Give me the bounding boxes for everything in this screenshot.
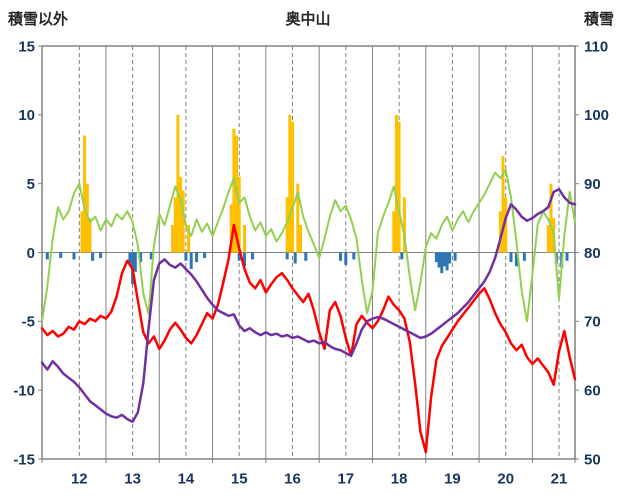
blue-bars [149,252,153,260]
blue-bars [522,252,526,261]
blue-bars [400,252,404,260]
orange-bars [397,121,401,253]
blue-bars [184,252,188,261]
left-axis-tick-label: 10 [18,107,35,124]
orange-bars [498,211,502,253]
blue-bars [304,252,308,261]
x-axis-label: 14 [178,470,195,487]
x-axis-label: 13 [124,470,141,487]
blue-bars [99,252,103,258]
blue-bars [434,252,438,263]
orange-bars [237,176,241,253]
orange-bars [187,225,191,253]
orange-bars [394,114,398,253]
right-axis-tick-label: 100 [584,107,609,124]
x-axis-label: 12 [71,470,88,487]
right-axis-tick-label: 110 [584,38,608,55]
x-axis-label: 15 [231,470,248,487]
right-axis-tick-label: 60 [584,382,601,399]
left-axis-tick-label: 0 [27,245,35,262]
orange-bars [173,197,177,253]
left-axis-title: 積雪以外 [7,10,68,28]
orange-bars [392,211,396,253]
blue-bars [251,252,254,260]
purple-line [40,187,577,424]
left-axis-tick-label: -15 [13,451,35,468]
orange-bars [232,128,236,253]
orange-bars [299,225,302,253]
orange-bars [83,135,87,253]
x-axis-label: 20 [497,470,514,487]
blue-bars [352,252,356,260]
x-axis-label: 21 [551,470,568,487]
orange-bars [181,190,185,253]
left-axis-tick-label: 5 [27,176,35,193]
orange-bars [85,183,89,253]
blue-bars [565,252,569,261]
blue-bars [344,252,348,265]
blue-bars [442,252,446,267]
orange-bars [546,225,550,253]
x-axis-label: 17 [337,470,354,487]
orange-bars [229,204,233,253]
blue-bars [339,252,342,261]
x-axis-label: 18 [391,470,408,487]
orange-bars [179,176,183,253]
chart-title: 奥中山 [285,10,330,28]
orange-bars [296,183,300,253]
blue-bars [133,252,137,272]
x-axis-label: 19 [444,470,461,487]
right-axis-title: 積雪 [583,10,614,28]
left-axis-tick-label: -10 [13,382,35,399]
right-axis-tick-label: 50 [584,451,601,468]
blue-bars [440,252,444,274]
x-axis-label: 16 [284,470,301,487]
blue-bars [189,252,193,269]
blue-bars [509,252,513,263]
orange-bars [88,218,92,253]
orange-bars [176,114,180,253]
orange-bars [171,225,175,253]
blue-bars [514,252,518,267]
blue-bars [203,252,207,258]
blue-bars [128,252,132,264]
blue-bars [243,252,246,267]
orange-bars [80,211,84,253]
left-axis-tick-label: 15 [18,38,35,55]
green-line [41,168,576,323]
blue-bars [453,252,457,261]
blue-bars [59,252,63,258]
orange-bars [549,183,553,253]
blue-bars [448,252,452,264]
orange-bars [501,156,505,253]
orange-bars [288,114,292,253]
blue-bars [237,252,241,261]
orange-bars [402,197,406,253]
blue-bars [91,252,95,261]
blue-bars [45,252,49,260]
right-axis-tick-label: 70 [584,314,601,331]
orange-bars [504,197,508,253]
blue-bars [195,252,199,263]
blue-bars [139,252,143,263]
blue-bars [293,252,297,264]
orange-bars [243,225,246,253]
right-axis-tick-label: 90 [584,176,601,193]
blue-bars [285,252,289,260]
blue-bars [72,252,76,260]
orange-bars [291,121,294,253]
blue-bars [445,252,449,271]
right-axis-tick-label: 80 [584,245,601,262]
orange-bars [285,197,289,253]
red-line [40,223,577,454]
left-axis-tick-label: -5 [22,314,35,331]
blue-bars [437,252,441,268]
